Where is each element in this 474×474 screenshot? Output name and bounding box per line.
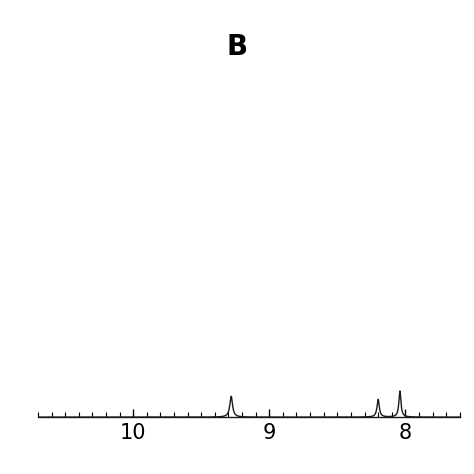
Text: B: B xyxy=(227,33,247,61)
